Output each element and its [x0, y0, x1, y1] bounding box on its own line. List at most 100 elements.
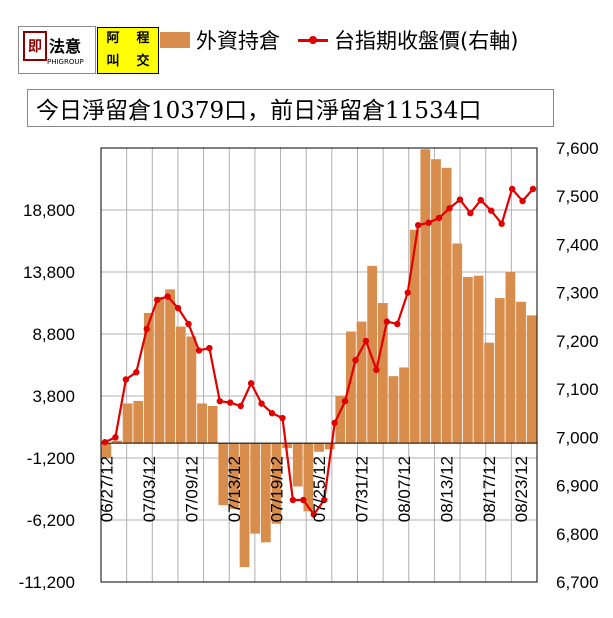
legend-line-swatch	[298, 32, 328, 48]
right-tick-label: 6,700	[556, 573, 599, 592]
bar-mark	[346, 331, 356, 444]
left-tick-label: -6,200	[27, 511, 75, 530]
line-point	[164, 293, 171, 300]
plot-area-border	[100, 147, 538, 583]
brand-logo: 即 法意 PHIGROUP	[18, 26, 96, 74]
bar-mark	[367, 265, 378, 444]
bar-mark	[441, 167, 452, 444]
right-tick-label: 7,600	[556, 139, 599, 158]
badge-char: 程	[136, 31, 150, 46]
line-point	[195, 347, 203, 354]
bar-mark	[175, 326, 186, 444]
x-tick-label: 08/13/12	[438, 456, 457, 522]
line-point	[101, 438, 109, 446]
line-point	[341, 397, 349, 405]
bar-mark	[452, 243, 463, 444]
x-tick-label: 07/25/12	[310, 456, 329, 522]
bar-mark	[409, 229, 420, 444]
line-point	[467, 209, 474, 217]
line-point	[268, 410, 276, 417]
bar-mark	[154, 296, 165, 444]
line-point	[362, 337, 370, 345]
legend-item-line: 台指期收盤價(右軸)	[298, 25, 518, 55]
bar-mark	[271, 443, 282, 524]
bar-mark	[399, 367, 409, 444]
badge-char: 阿	[106, 31, 120, 46]
bar-mark	[303, 443, 314, 512]
right-tick-label: 7,200	[556, 332, 599, 351]
badge-char: 叫	[106, 53, 120, 69]
bar-mark	[388, 376, 399, 444]
right-axis: 6,700 6,800 6,900 7,000 7,100 7,200 7,300 7,400…	[556, 139, 599, 592]
legend-bar-label: 外資持倉	[196, 29, 280, 53]
line-point	[237, 402, 244, 410]
bar-mark	[143, 312, 154, 444]
legend-bar-swatch	[160, 32, 190, 48]
bar-mark	[377, 303, 388, 444]
left-tick-label: -1,200	[27, 449, 75, 468]
bar-mark	[239, 443, 250, 568]
line-point	[508, 185, 516, 193]
legend-line-label: 台指期收盤價(右軸)	[334, 29, 519, 53]
bar-mark	[462, 276, 473, 444]
bar-mark	[218, 443, 229, 506]
bar-mark	[516, 301, 526, 444]
line-point	[112, 434, 119, 441]
line-point	[414, 221, 422, 229]
bar-mark	[112, 440, 122, 444]
bar-mark	[250, 443, 261, 534]
x-tick-label: 06/27/12	[97, 456, 116, 522]
bar-mark	[229, 443, 239, 509]
open-interest-summary: 今日淨留倉10379口，前日淨留倉11534口	[27, 89, 554, 127]
bar-series	[101, 149, 537, 568]
line-point	[143, 325, 150, 333]
program-badge: 阿 程 叫 交	[97, 27, 159, 74]
line-point	[153, 296, 161, 304]
logo-subtitle: PHIGROUP	[47, 58, 84, 66]
x-tick-label: 07/31/12	[353, 456, 372, 522]
bar-mark	[314, 443, 324, 452]
badge-char: 交	[136, 53, 150, 69]
legend-item-bars: 外資持倉	[160, 25, 280, 55]
bar-mark	[186, 336, 197, 444]
line-series	[101, 185, 537, 518]
line-point	[519, 197, 526, 205]
bar-mark	[484, 342, 495, 444]
bar-mark	[324, 443, 335, 450]
left-tick-label: -11,200	[19, 573, 75, 592]
x-axis: 06/27/12 07/03/12 07/09/12 07/13/12 07/19/12…	[97, 456, 531, 522]
line-point	[331, 419, 338, 427]
x-tick-label: 07/19/12	[267, 456, 286, 522]
right-tick-label: 6,800	[556, 525, 599, 544]
line-point	[185, 320, 192, 328]
bar-mark	[505, 272, 516, 444]
bar-mark	[101, 443, 112, 458]
bar-mark	[207, 405, 218, 444]
right-tick-label: 7,000	[556, 428, 599, 447]
right-tick-label: 6,900	[556, 477, 599, 496]
line-point	[425, 219, 432, 226]
x-tick-label: 07/03/12	[140, 456, 159, 522]
line-point	[373, 366, 380, 374]
bar-mark	[526, 315, 537, 444]
line-point	[206, 344, 213, 352]
x-tick-label: 08/17/12	[480, 456, 499, 522]
line-point	[456, 196, 464, 203]
x-tick-label: 07/13/12	[225, 456, 244, 522]
bar-mark	[197, 403, 207, 444]
bar-mark	[292, 443, 303, 487]
line-point	[488, 207, 495, 214]
line-point	[446, 205, 453, 212]
right-tick-label: 7,400	[556, 235, 599, 254]
bar-mark	[122, 403, 133, 444]
line-point	[258, 400, 265, 407]
line-point	[498, 220, 505, 227]
line-point	[477, 196, 485, 204]
bar-mark	[165, 289, 176, 444]
line-point	[300, 496, 307, 504]
line-point	[247, 380, 255, 387]
line-point	[383, 318, 391, 325]
line-point	[404, 289, 411, 296]
bar-mark	[420, 149, 431, 444]
